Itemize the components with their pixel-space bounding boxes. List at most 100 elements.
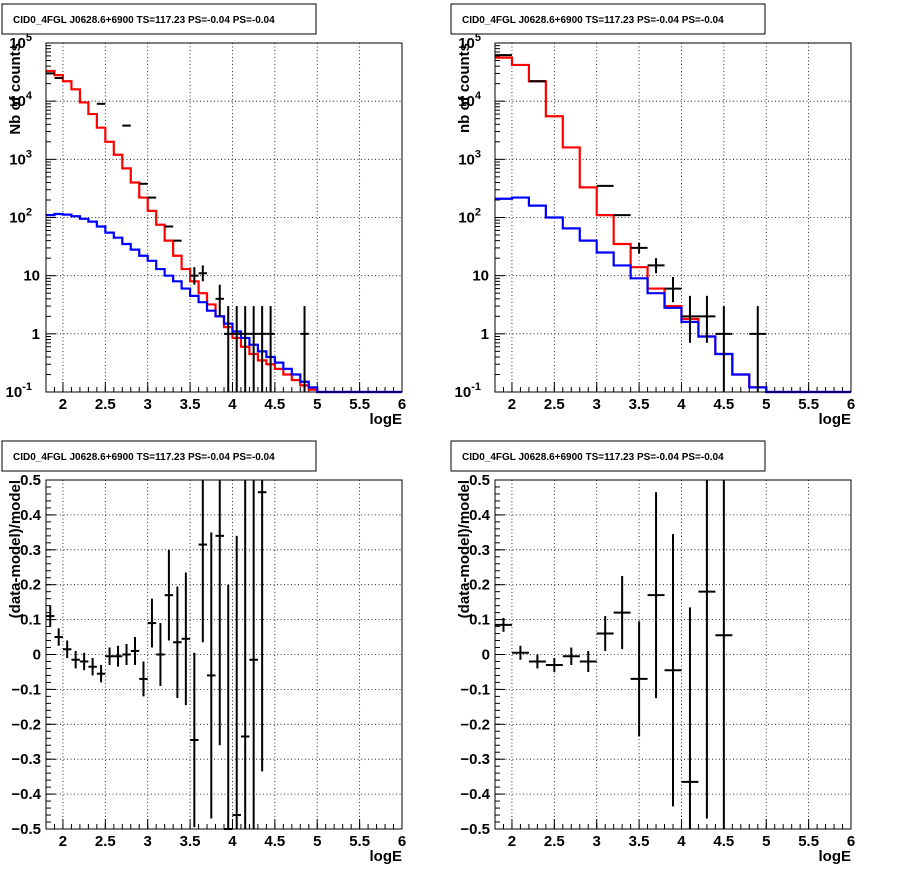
data-point — [266, 306, 275, 392]
chart-title: CID0_4FGL J0628.6+6900 TS=117.23 PS=-0.0… — [13, 452, 275, 463]
data-point — [181, 572, 191, 706]
y-tick-label: 0.3 — [20, 542, 41, 559]
x-tick-label: 6 — [398, 396, 406, 413]
x-tick-label: 2.5 — [544, 833, 565, 850]
y-tick-label: 1 — [481, 326, 489, 343]
y-tick-label: −0.2 — [460, 716, 490, 733]
data-point — [630, 621, 648, 737]
data-point — [62, 640, 72, 658]
data-point — [257, 480, 267, 772]
data-point — [130, 637, 140, 665]
data-point — [139, 661, 148, 697]
data-point — [113, 645, 123, 667]
x-axis-label: logE — [819, 848, 852, 865]
y-tick-label: 10 — [23, 268, 40, 285]
x-tick-label: 2 — [59, 833, 67, 850]
data-point — [232, 306, 241, 392]
x-tick-label: 2 — [59, 396, 67, 413]
data-point — [257, 306, 267, 392]
x-tick-label: 6 — [847, 396, 855, 413]
x-tick-label: 3 — [593, 396, 601, 413]
data-point — [698, 480, 716, 819]
chart-counts-left: 2 2.5 3 3.5 4 4.5 5 5.5 610-1110102103104105logE… — [1, 3, 406, 428]
title-box — [1, 3, 317, 35]
data-point — [105, 647, 114, 665]
y-tick-label: 102 — [9, 207, 32, 227]
plot-frame — [494, 42, 852, 393]
data-point — [249, 480, 258, 829]
x-tick-label: 5 — [313, 396, 321, 413]
chart-title: CID0_4FGL J0628.6+6900 TS=117.23 PS=-0.0… — [462, 15, 724, 26]
data-point — [664, 534, 682, 807]
y-tick-label: −0.1 — [460, 681, 490, 698]
data-point — [71, 651, 80, 669]
y-tick-label: 0.1 — [469, 612, 490, 629]
y-tick-label: 0.4 — [469, 507, 491, 524]
y-tick-label: −0.3 — [460, 751, 490, 768]
data-point — [545, 657, 563, 672]
plot-frame — [494, 479, 852, 830]
y-axis-label: (data-model)/model — [456, 480, 473, 618]
data-point — [562, 647, 580, 665]
data-point — [173, 586, 182, 699]
x-tick-label: 2 — [508, 396, 516, 413]
series-line-0 — [46, 69, 402, 394]
data-point — [224, 584, 233, 830]
x-axis-label: logE — [370, 848, 403, 865]
x-axis-label: logE — [819, 411, 852, 428]
data-point — [749, 306, 767, 392]
y-tick-label: 102 — [458, 207, 481, 227]
series-line-0 — [495, 56, 851, 394]
y-tick-label: −0.5 — [11, 821, 41, 838]
x-axis-label: logE — [370, 411, 403, 428]
x-tick-label: 2.5 — [95, 833, 116, 850]
data-point — [198, 265, 208, 282]
plot-frame — [45, 42, 403, 393]
chart-title: CID0_4FGL J0628.6+6900 TS=117.23 PS=-0.0… — [13, 15, 275, 26]
x-tick-label: 4 — [228, 396, 237, 413]
data-point — [495, 617, 512, 632]
data-point — [190, 267, 199, 285]
y-tick-label: −0.3 — [11, 751, 41, 768]
y-tick-label: 0.3 — [469, 542, 490, 559]
data-point — [240, 306, 250, 392]
x-tick-label: 3 — [144, 396, 152, 413]
data-point — [79, 652, 89, 671]
data-point — [647, 258, 665, 274]
x-tick-label: 5.5 — [349, 833, 370, 850]
series-line-1 — [495, 196, 851, 394]
x-tick-label: 5.5 — [798, 396, 819, 413]
y-tick-label: 103 — [9, 148, 32, 168]
data-point — [215, 284, 224, 317]
plot-frame — [45, 479, 403, 830]
data-point — [630, 242, 648, 254]
data-point — [249, 306, 258, 392]
data-point — [596, 616, 614, 652]
data-point — [207, 532, 216, 819]
data-point — [715, 306, 733, 392]
data-point — [156, 623, 165, 686]
y-tick-label: 0.2 — [20, 577, 41, 594]
data-point — [664, 276, 682, 303]
y-tick-label: 0 — [33, 647, 41, 664]
y-tick-label: 0.4 — [20, 507, 42, 524]
x-tick-label: 4 — [228, 833, 237, 850]
data-point — [511, 645, 529, 660]
y-axis-label: (data-model)/model — [7, 480, 24, 618]
x-tick-label: 5 — [762, 396, 770, 413]
data-point — [46, 605, 55, 627]
y-tick-label: 0.1 — [20, 612, 41, 629]
x-tick-label: 4.5 — [264, 396, 285, 413]
data-point — [240, 480, 250, 829]
data-point — [681, 295, 699, 343]
data-point — [300, 306, 309, 392]
chart-residuals-left: 2 2.5 3 3.5 4 4.5 5 5.5 6 −0.5 −0.4 −0.3 −0.2 −0.1 0 0.… — [1, 440, 406, 865]
title-box — [450, 3, 766, 35]
x-tick-label: 2.5 — [544, 396, 565, 413]
data-point — [164, 549, 174, 641]
data-point — [647, 492, 665, 699]
y-axis-label: Nb of counts — [7, 43, 24, 135]
x-tick-label: 3.5 — [629, 833, 650, 850]
x-tick-label: 2 — [508, 833, 516, 850]
x-tick-label: 5 — [313, 833, 321, 850]
